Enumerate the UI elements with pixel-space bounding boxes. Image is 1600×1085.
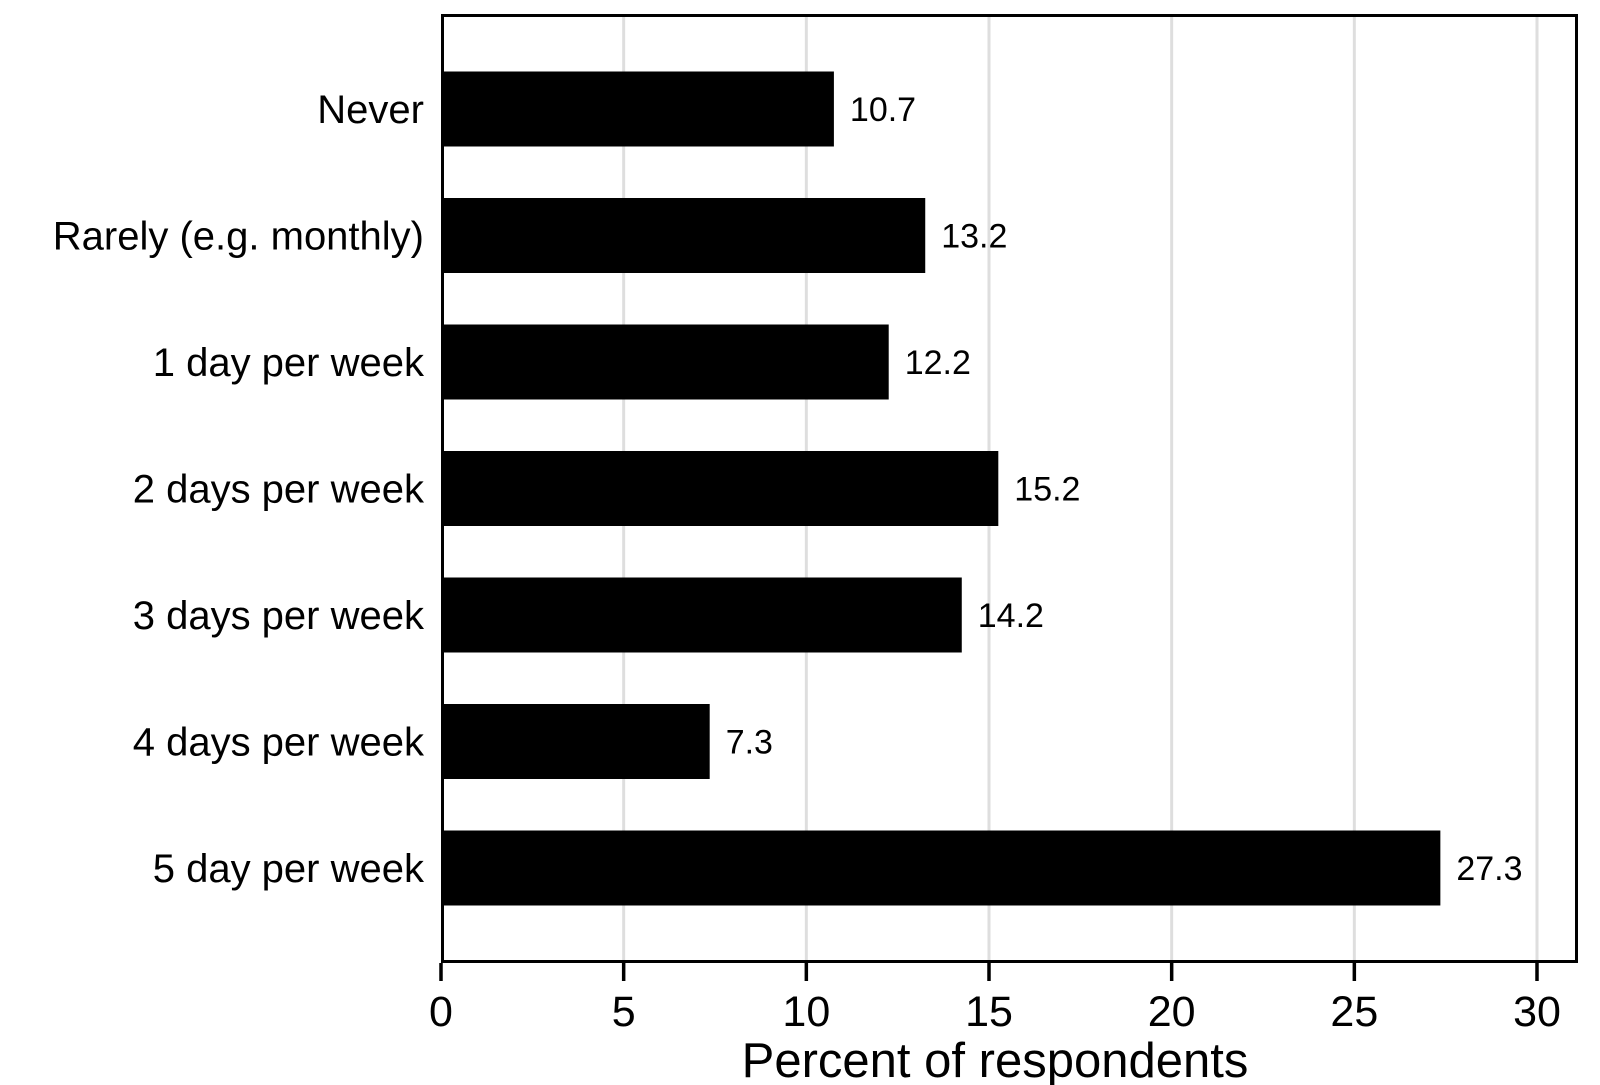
x-axis-tick-label: 5 bbox=[612, 988, 636, 1036]
x-axis-ticks-group bbox=[439, 963, 1539, 981]
category-label: Rarely (e.g. monthly) bbox=[53, 215, 424, 259]
x-axis-tick-label: 10 bbox=[782, 988, 830, 1036]
bar bbox=[443, 830, 1441, 906]
category-label: 5 day per week bbox=[153, 847, 425, 891]
category-label: 1 day per week bbox=[153, 341, 425, 385]
x-axis-tick-label: 0 bbox=[429, 988, 453, 1036]
bar-value-label: 7.3 bbox=[726, 723, 773, 761]
bar-value-label: 12.2 bbox=[905, 344, 971, 382]
bar-value-label: 13.2 bbox=[941, 217, 1007, 255]
x-axis-tick-labels-group: 0 5 10 15 20 25 30 bbox=[429, 988, 1561, 1036]
category-label: Never bbox=[317, 88, 424, 132]
bar-value-label: 14.2 bbox=[978, 597, 1044, 635]
category-label: 2 days per week bbox=[133, 468, 425, 512]
bar bbox=[443, 71, 834, 147]
bar bbox=[443, 198, 926, 273]
bar-value-label: 27.3 bbox=[1456, 850, 1522, 888]
bar bbox=[443, 704, 710, 779]
bar bbox=[443, 324, 889, 400]
bar bbox=[443, 451, 999, 526]
category-label: 3 days per week bbox=[133, 594, 425, 638]
category-label: 4 days per week bbox=[133, 721, 425, 765]
x-axis-tick-label: 30 bbox=[1513, 988, 1561, 1036]
value-labels-group: 10.7 13.2 12.2 15.2 14.2 7.3 27.3 bbox=[726, 91, 1523, 888]
x-axis-tick-label: 25 bbox=[1330, 988, 1378, 1036]
x-axis-tick-label: 20 bbox=[1148, 988, 1196, 1036]
bar-value-label: 15.2 bbox=[1014, 470, 1080, 508]
plot-frame bbox=[441, 14, 1578, 963]
category-labels-group: Never Rarely (e.g. monthly) 1 day per week… bbox=[53, 88, 425, 891]
bar-value-label: 10.7 bbox=[850, 91, 916, 129]
bars-group bbox=[443, 71, 1441, 906]
x-axis-tick-label: 15 bbox=[965, 988, 1013, 1036]
x-axis-title: Percent of respondents bbox=[742, 1034, 1249, 1085]
bar bbox=[443, 577, 962, 653]
